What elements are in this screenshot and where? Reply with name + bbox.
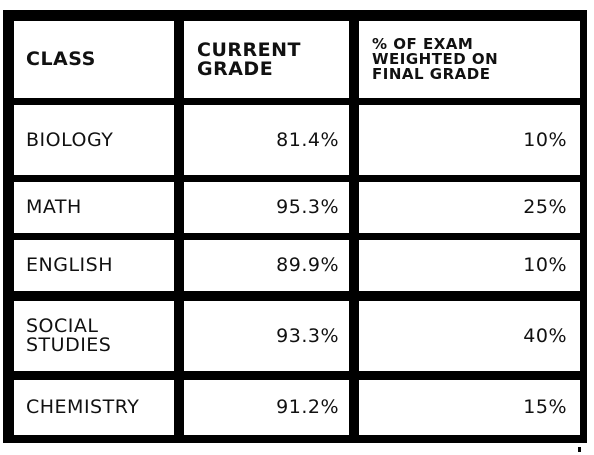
- row-4-exam-weight: 40%: [359, 301, 580, 371]
- row-3-exam-weight: 10%: [359, 240, 580, 291]
- header-exam-weight: % OF EXAM WEIGHTED ON FINAL GRADE: [359, 21, 580, 98]
- row-5-exam-weight: 15%: [359, 380, 580, 435]
- row-2-class: MATH: [14, 182, 174, 233]
- header-class: CLASS: [14, 21, 174, 98]
- row-1-current-grade: 81.4%: [184, 105, 349, 175]
- grades-table: CLASS CURRENT GRADE % OF EXAM WEIGHTED O…: [3, 10, 587, 443]
- row-5-class: CHEMISTRY: [14, 380, 174, 435]
- row-1-class: BIOLOGY: [14, 105, 174, 175]
- row-2-exam-weight: 25%: [359, 182, 580, 233]
- row-3-class: ENGLISH: [14, 240, 174, 291]
- corner-mark: [578, 447, 581, 452]
- row-1-exam-weight: 10%: [359, 105, 580, 175]
- row-3-current-grade: 89.9%: [184, 240, 349, 291]
- row-4-current-grade: 93.3%: [184, 301, 349, 371]
- row-2-current-grade: 95.3%: [184, 182, 349, 233]
- header-current-grade: CURRENT GRADE: [184, 21, 349, 98]
- row-4-class: SOCIAL STUDIES: [14, 301, 174, 371]
- row-5-current-grade: 91.2%: [184, 380, 349, 435]
